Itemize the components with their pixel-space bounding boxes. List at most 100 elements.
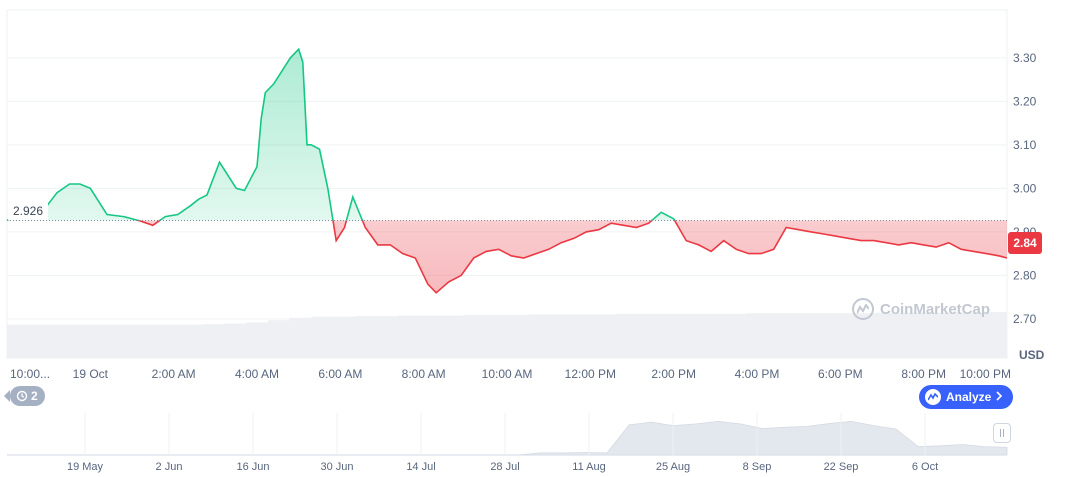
price-line (6, 47, 1008, 294)
volume-bars (7, 312, 1008, 358)
y-axis: 3.303.203.103.002.902.802.70 (1013, 51, 1037, 326)
x-tick-label: 6:00 AM (318, 367, 362, 381)
volume-bar (724, 313, 747, 358)
line-above-reference (6, 47, 676, 221)
navigator-date-label: 28 Jul (490, 461, 519, 473)
volume-bar (572, 314, 595, 358)
x-tick-label: 10:00 PM (960, 367, 1011, 381)
volume-bar (854, 313, 878, 358)
volume-bar (202, 324, 225, 358)
x-tick-label: 8:00 AM (402, 367, 446, 381)
handle-grip-line (1003, 429, 1004, 437)
handle-grip-line (1000, 429, 1001, 437)
volume-bar (985, 312, 1008, 358)
navigator-date-label: 22 Sep (824, 461, 859, 473)
navigator-date-label: 14 Jul (406, 461, 435, 473)
x-tick-label: 10:00 AM (482, 367, 533, 381)
volume-bar (941, 312, 965, 358)
navigator-date-label: 30 Jun (320, 461, 353, 473)
volume-bar (789, 313, 812, 358)
volume-bar (137, 324, 160, 358)
volume-bar (833, 313, 856, 358)
x-tick-label: 4:00 AM (235, 367, 279, 381)
history-badge[interactable]: 2 (4, 386, 45, 406)
volume-bar (898, 312, 921, 358)
analyze-label: Analyze (946, 390, 992, 404)
navigator-date-label: 19 May (67, 461, 104, 473)
history-count: 2 (31, 389, 38, 403)
volume-bar (333, 316, 356, 358)
x-tick-label: 2:00 PM (651, 367, 696, 381)
analyze-button[interactable]: Analyze (919, 385, 1014, 409)
volume-bar (528, 314, 551, 358)
x-tick-label: 19 Oct (73, 367, 109, 381)
volume-bar (28, 324, 51, 358)
watermark-text: CoinMarketCap (880, 300, 991, 318)
volume-bar (659, 313, 682, 358)
x-tick-label: 12:00 PM (565, 367, 616, 381)
volume-bar (441, 315, 465, 358)
volume-bar (746, 313, 769, 358)
grid (7, 57, 1007, 320)
navigator-date-label: 6 Oct (912, 461, 938, 473)
volume-bar (593, 314, 617, 358)
currency-label: USD (1019, 348, 1045, 362)
volume-bar (224, 323, 247, 358)
volume-bar (637, 313, 660, 358)
volume-bar (50, 324, 73, 358)
volume-bar (72, 324, 95, 358)
y-tick-label: 3.20 (1013, 94, 1037, 108)
x-tick-label: 8:00 PM (901, 367, 946, 381)
x-tick-label: 2:00 AM (152, 367, 196, 381)
reference-price-label: 2.926 (8, 202, 49, 220)
volume-bar (311, 316, 334, 358)
analyze-icon (925, 389, 941, 405)
y-tick-label: 2.70 (1013, 312, 1037, 326)
x-tick-label: 6:00 PM (818, 367, 863, 381)
volume-bar (420, 315, 443, 358)
volume-bar (680, 313, 704, 358)
volume-bar (920, 312, 943, 358)
volume-bar (180, 324, 204, 358)
x-tick-label: 4:00 PM (735, 367, 780, 381)
volume-bar (507, 314, 530, 358)
volume-bar (550, 314, 573, 358)
volume-bar (767, 313, 791, 358)
history-icon (16, 390, 28, 402)
navigator-area (7, 420, 1008, 456)
area-below-reference (138, 220, 1007, 293)
line-below-reference (7, 220, 1008, 294)
chevron-right-icon (996, 390, 1003, 404)
navigator-date-label: 25 Aug (656, 461, 690, 473)
volume-bar (267, 320, 291, 358)
navigator-date-label: 8 Sep (743, 461, 772, 473)
navigator-date-label: 2 Jun (156, 461, 183, 473)
volume-bar (702, 313, 725, 358)
y-tick-label: 3.30 (1013, 51, 1037, 65)
volume-bar (485, 314, 508, 358)
watermark: CoinMarketCap (852, 298, 990, 320)
volume-bar (93, 324, 117, 358)
price-area (7, 49, 1007, 293)
current-price-badge: 2.84 (1008, 232, 1042, 254)
x-axis: 10:00... 19 Oct 2:00 AM 4:00 AM 6:00 AM 8:00 … (10, 367, 1011, 381)
volume-bar (159, 324, 182, 358)
x-tick-label: 10:00... (10, 367, 50, 381)
volume-bar (246, 322, 269, 358)
y-tick-label: 2.80 (1013, 268, 1037, 282)
navigator-handle[interactable] (993, 423, 1011, 443)
volume-bar (7, 324, 30, 358)
volume-bar (289, 317, 312, 358)
volume-bar (876, 312, 899, 358)
navigator-date-label: 11 Aug (572, 461, 605, 473)
volume-bar (376, 316, 399, 358)
volume-bar (963, 312, 986, 358)
volume-bar (811, 313, 834, 358)
y-tick-label: 3.10 (1013, 138, 1037, 152)
navigator[interactable]: 19 May 2 Jun 16 Jun 30 Jun 14 Jul 28 Jul 11 Au… (7, 413, 1008, 473)
volume-bar (354, 316, 378, 358)
navigator-date-label: 16 Jun (236, 461, 269, 473)
area-above-reference (7, 49, 1007, 221)
volume-bar (463, 314, 486, 358)
